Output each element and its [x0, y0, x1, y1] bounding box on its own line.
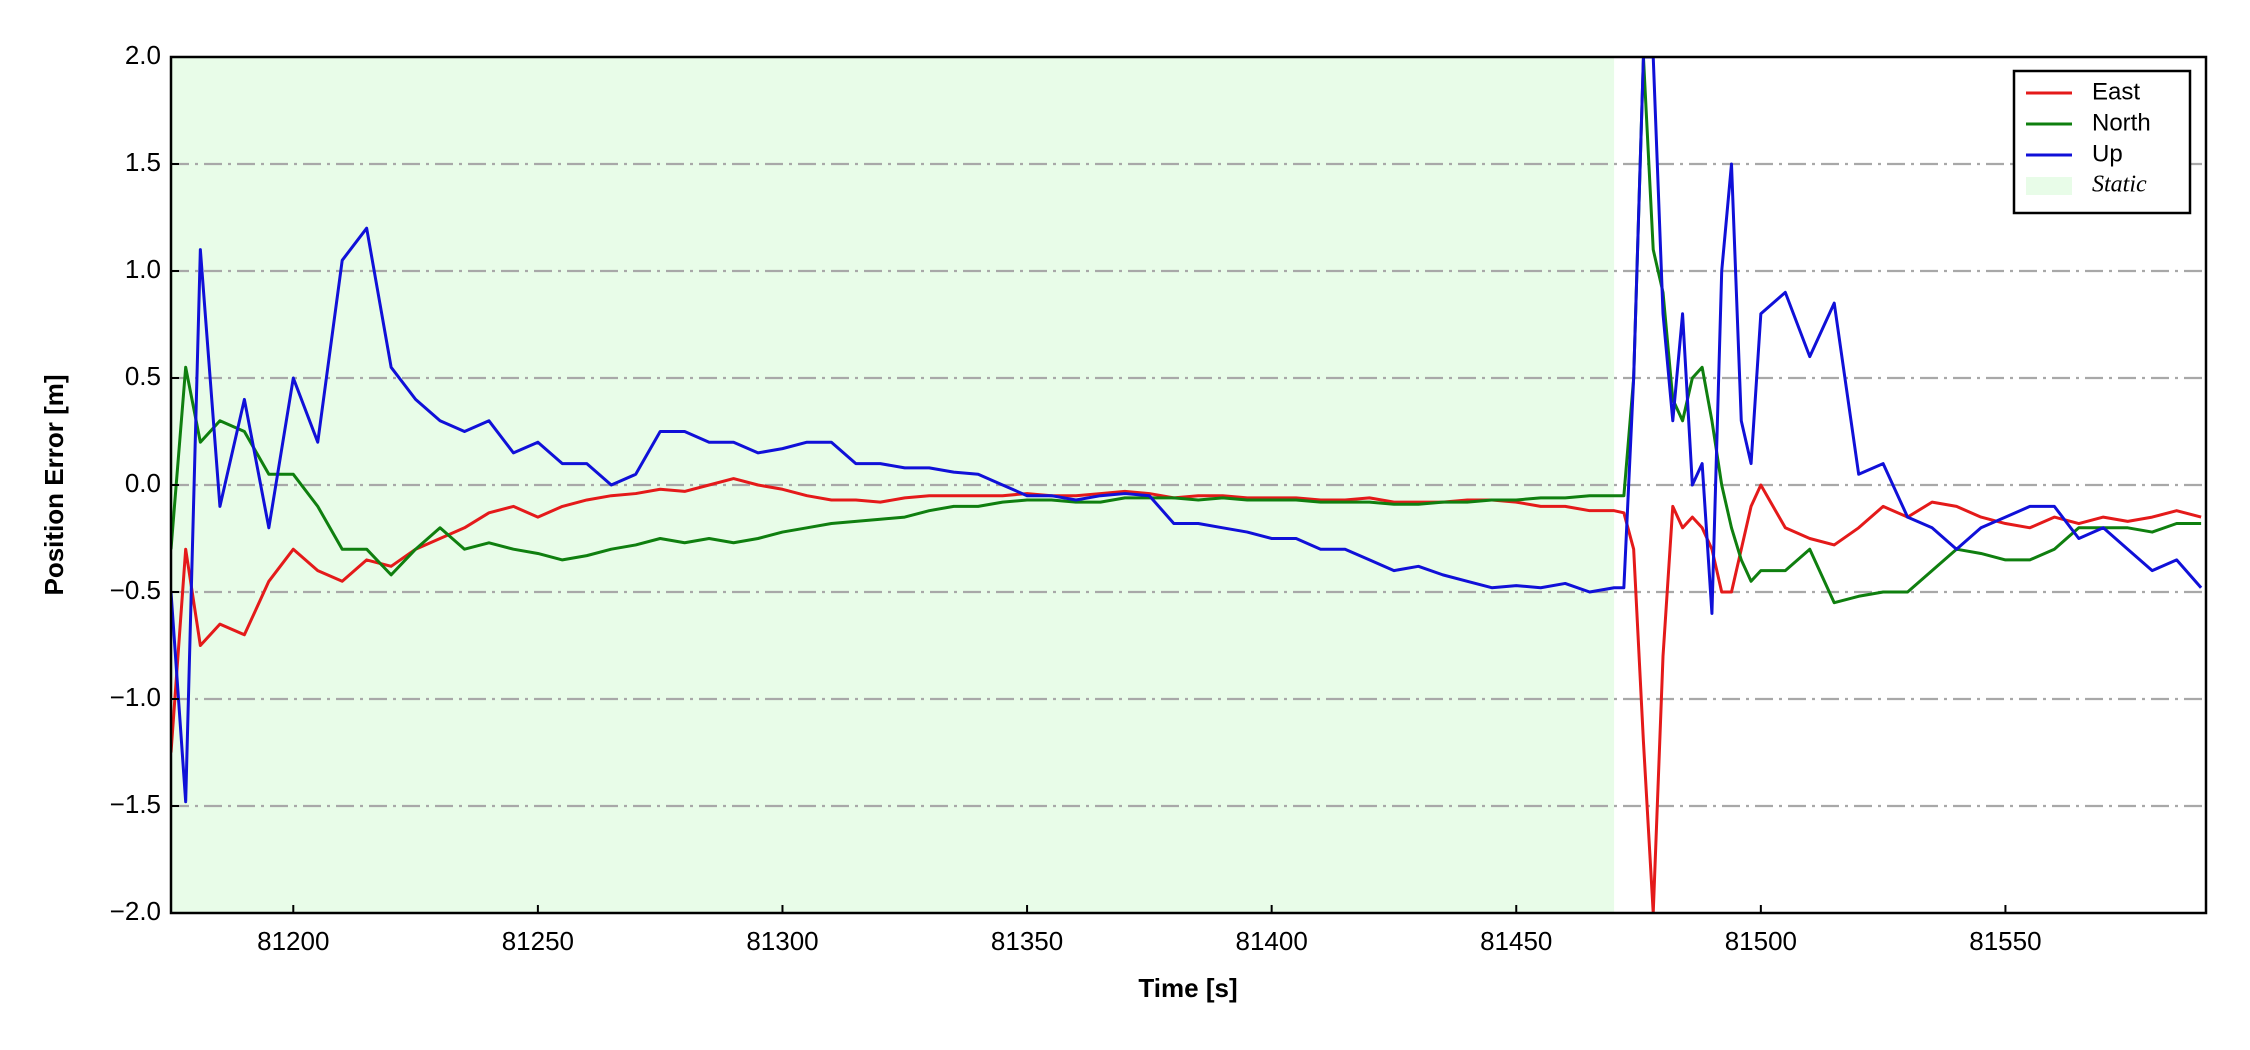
y-tick-label: 0.0 — [125, 468, 161, 498]
x-tick-label: 81400 — [1236, 926, 1308, 956]
x-tick-label: 81350 — [991, 926, 1063, 956]
y-tick-label: 1.0 — [125, 254, 161, 284]
y-tick-label: 0.5 — [125, 361, 161, 391]
y-tick-label: −1.0 — [110, 682, 161, 712]
y-tick-label: −1.5 — [110, 789, 161, 819]
y-axis-label: Position Error [m] — [39, 374, 69, 595]
x-tick-label: 81550 — [1969, 926, 2041, 956]
x-axis-label: Time [s] — [1138, 973, 1237, 1003]
legend-label: Static — [2092, 172, 2147, 198]
legend: East North Up Static — [2012, 69, 2192, 215]
x-tick-label: 81300 — [746, 926, 818, 956]
y-tick-label: 1.5 — [125, 147, 161, 177]
legend-label: Up — [2092, 140, 2123, 167]
x-tick-label: 81450 — [1480, 926, 1552, 956]
legend-swatch — [2026, 177, 2072, 195]
y-tick-label: −0.5 — [110, 575, 161, 605]
lines — [171, 57, 2203, 913]
y-tick-label: −2.0 — [110, 896, 161, 926]
series-line — [171, 57, 2202, 605]
axes: −2.0 −1.5 −1.0 −0.5 0.0 0.5 1.0 1.5 2.0 81200 8125… — [110, 40, 2042, 956]
grid — [171, 162, 2206, 808]
x-tick-label: 81200 — [257, 926, 329, 956]
series-line — [171, 477, 2202, 913]
x-tick-label: 81500 — [1725, 926, 1797, 956]
x-tick-label: 81250 — [502, 926, 574, 956]
legend-label: East — [2092, 78, 2140, 105]
y-tick-label: 2.0 — [125, 40, 161, 70]
legend-label: North — [2092, 109, 2151, 136]
series-line — [171, 57, 2203, 804]
